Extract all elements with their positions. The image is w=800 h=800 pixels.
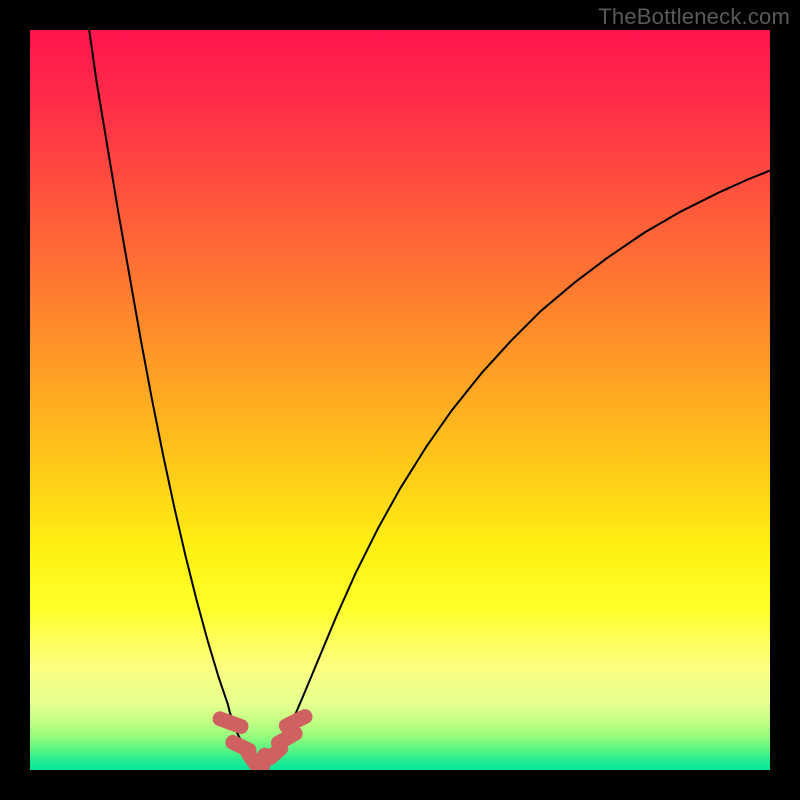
watermark-text: TheBottleneck.com (598, 4, 790, 30)
plot-background (30, 30, 770, 770)
plot-area (30, 30, 770, 770)
chart-svg (30, 30, 770, 770)
chart-frame: TheBottleneck.com (0, 0, 800, 800)
